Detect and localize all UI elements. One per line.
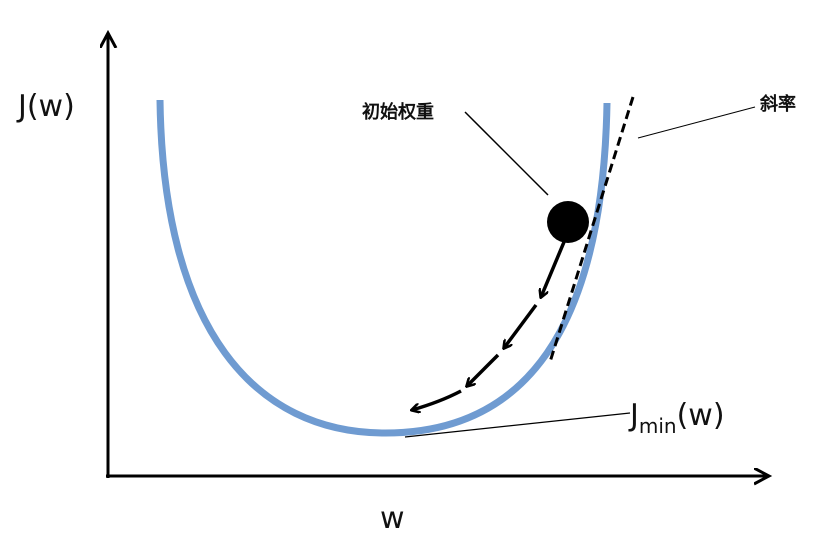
slope-label: 斜率 (759, 93, 796, 115)
step-arrow (504, 303, 538, 348)
initial-weight-label: 初始权重 (362, 101, 434, 123)
step-arrow (412, 389, 462, 410)
pointer-line (464, 111, 549, 196)
y-axis-label: J(w) (16, 89, 75, 124)
minimum-label: Jmin(w) (628, 398, 725, 438)
tangent-line (548, 96, 635, 363)
minimum-suffix: (w) (677, 398, 725, 433)
minimum-base: J (628, 398, 639, 433)
minimum-subscript: min (639, 414, 677, 438)
step-arrow (541, 241, 566, 297)
x-axis-label: w (380, 501, 405, 536)
descent-steps (412, 241, 566, 410)
pointer-line (637, 106, 756, 139)
cost-curve (156, 99, 611, 437)
pointer-line (404, 412, 631, 438)
initial-weight-ball (547, 201, 589, 243)
step-arrow (467, 353, 500, 386)
